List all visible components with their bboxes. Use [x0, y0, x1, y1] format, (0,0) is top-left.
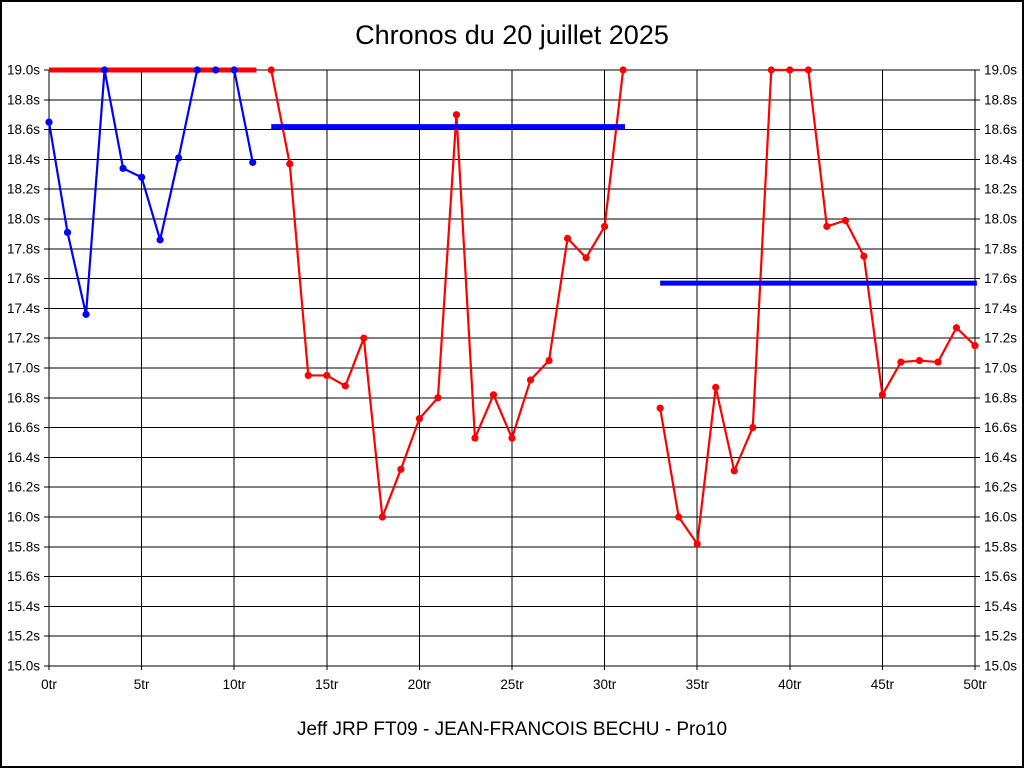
y-tick-label-right: 17.8s [984, 241, 1017, 256]
y-tick-label-left: 18.4s [7, 152, 40, 167]
y-tick-label-right: 15.4s [984, 599, 1017, 614]
series-markers-red-run-b [656, 66, 979, 548]
y-tick-label-left: 15.2s [7, 629, 40, 644]
y-tick-label-left: 18.0s [7, 212, 40, 227]
y-tick-label-left: 15.0s [7, 659, 40, 674]
y-tick-label-right: 15.0s [984, 659, 1017, 674]
chart-title: Chronos du 20 juillet 2025 [355, 20, 669, 50]
y-tick-label-left: 18.6s [7, 122, 40, 137]
y-tick-label-left: 15.4s [7, 599, 40, 614]
y-tick-label-left: 17.2s [7, 331, 40, 346]
y-tick-label-right: 15.2s [984, 629, 1017, 644]
y-tick-label-right: 16.6s [984, 420, 1017, 435]
y-tick-label-right: 18.4s [984, 152, 1017, 167]
y-tick-label-left: 18.2s [7, 182, 40, 197]
y-tick-label-left: 15.6s [7, 569, 40, 584]
x-tick-label: 0tr [41, 677, 57, 692]
y-tick-label-right: 17.6s [984, 271, 1017, 286]
y-tick-label-left: 16.0s [7, 510, 40, 525]
x-tick-label: 40tr [778, 677, 802, 692]
y-tick-label-right: 18.8s [984, 92, 1017, 107]
y-tick-label-left: 17.6s [7, 271, 40, 286]
y-tick-label-right: 18.2s [984, 182, 1017, 197]
x-tick-label: 50tr [963, 677, 987, 692]
x-tick-label: 35tr [686, 677, 710, 692]
y-tick-label-right: 15.8s [984, 539, 1017, 554]
y-tick-label-right: 17.2s [984, 331, 1017, 346]
y-tick-label-right: 18.0s [984, 212, 1017, 227]
y-tick-label-right: 16.2s [984, 480, 1017, 495]
y-tick-label-right: 15.6s [984, 569, 1017, 584]
y-tick-label-left: 17.4s [7, 301, 40, 316]
y-tick-label-right: 16.4s [984, 450, 1017, 465]
y-tick-label-left: 16.6s [7, 420, 40, 435]
y-tick-label-left: 17.8s [7, 241, 40, 256]
y-tick-label-right: 17.0s [984, 361, 1017, 376]
y-tick-label-right: 16.8s [984, 390, 1017, 405]
x-tick-label: 15tr [315, 677, 339, 692]
series-markers-blue-run [45, 66, 257, 318]
y-tick-label-left: 16.8s [7, 390, 40, 405]
chart-footer: Jeff JRP FT09 - JEAN-FRANCOIS BECHU - Pr… [296, 719, 728, 740]
y-tick-label-right: 17.4s [984, 301, 1017, 316]
y-tick-label-right: 18.6s [984, 122, 1017, 137]
y-tick-label-right: 16.0s [984, 510, 1017, 525]
x-tick-label: 20tr [408, 677, 432, 692]
series-line-red-run-b [659, 68, 976, 545]
y-tick-label-left: 17.0s [7, 361, 40, 376]
y-tick-label-right: 19.0s [984, 63, 1017, 78]
y-tick-label-left: 19.0s [7, 63, 40, 78]
x-tick-label: 30tr [593, 677, 617, 692]
y-tick-label-left: 15.8s [7, 539, 40, 554]
gridlines [44, 69, 980, 670]
axis-labels: 19.0s 19.0s 18.8s 18.8s 18.6s 18.6s 18.4s 18.4s… [7, 63, 1017, 693]
series-line-red-run-a [270, 69, 625, 519]
x-tick-label: 5tr [134, 677, 150, 692]
series-line-blue-run [47, 68, 254, 316]
y-tick-label-left: 18.8s [7, 92, 40, 107]
y-tick-label-left: 16.2s [7, 480, 40, 495]
x-tick-label: 10tr [223, 677, 247, 692]
x-tick-label: 25tr [500, 677, 524, 692]
y-tick-label-left: 16.4s [7, 450, 40, 465]
series-markers-red-run-a [267, 66, 627, 521]
x-tick-label: 45tr [871, 677, 895, 692]
